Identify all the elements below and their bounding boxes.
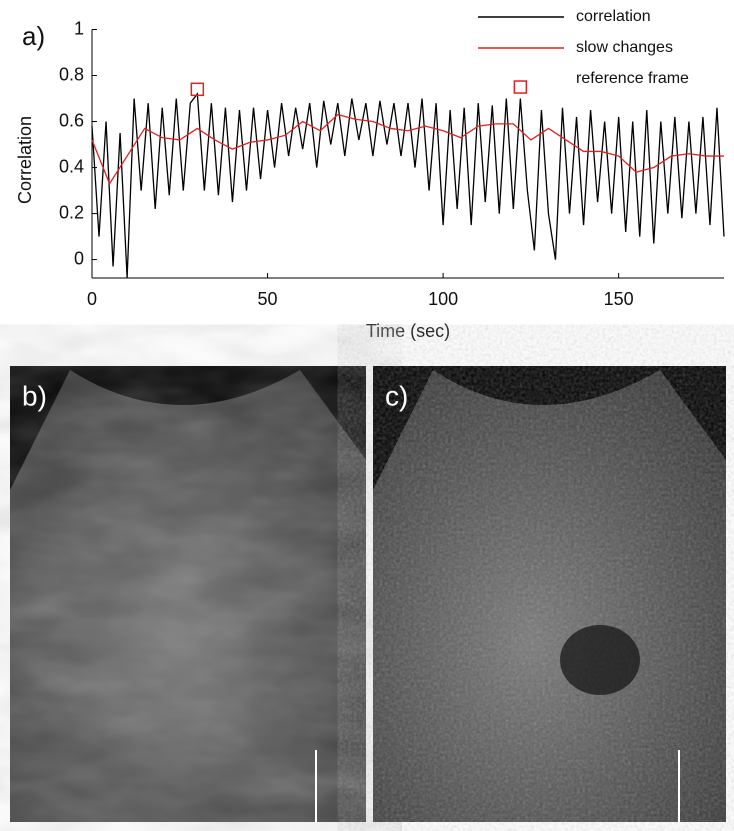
x-tick-label: 0: [87, 289, 97, 309]
y-tick-label: 0.2: [59, 202, 84, 222]
legend-label: slow changes: [576, 39, 673, 56]
panel-label: a): [22, 21, 45, 51]
x-tick-label: 150: [604, 289, 634, 309]
y-tick-label: 0.8: [59, 64, 84, 84]
legend-label: correlation: [576, 8, 651, 25]
y-tick-label: 0.4: [59, 156, 84, 176]
legend-label: reference frame: [576, 70, 689, 87]
panel-label: b): [22, 380, 47, 411]
panel-label: c): [385, 380, 408, 411]
x-tick-label: 50: [258, 289, 278, 309]
x-tick-label: 100: [428, 289, 458, 309]
data-line: [91, 92, 725, 279]
image-c: c): [373, 366, 726, 822]
y-tick-label: 0.6: [59, 110, 84, 130]
image-b: b): [10, 366, 366, 822]
y-axis-label: Correlation: [15, 116, 35, 204]
y-tick-label: 1: [74, 18, 84, 38]
data-line: [91, 113, 724, 186]
y-tick-label: 0: [74, 248, 84, 268]
marker: [190, 82, 205, 97]
marker: [513, 80, 528, 94]
x-axis-label: Time (sec): [366, 321, 450, 341]
